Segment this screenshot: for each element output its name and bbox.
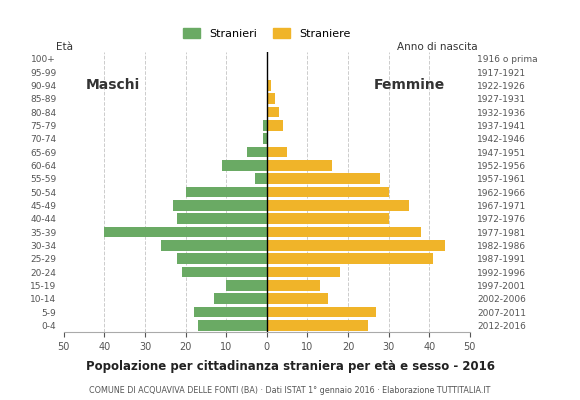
Text: Femmine: Femmine — [374, 78, 444, 92]
Bar — [267, 226, 421, 238]
Bar — [267, 280, 320, 291]
Bar — [267, 320, 368, 331]
Bar — [267, 253, 433, 264]
Text: Anno di nascita: Anno di nascita — [397, 42, 478, 52]
Bar — [267, 146, 287, 158]
Bar — [177, 253, 267, 264]
Bar — [267, 173, 380, 184]
Bar — [173, 200, 267, 211]
Bar — [267, 213, 389, 224]
Bar — [255, 173, 267, 184]
Bar — [186, 186, 267, 198]
Bar — [263, 133, 267, 144]
Bar — [267, 306, 376, 318]
Bar — [267, 120, 283, 131]
Bar — [104, 226, 267, 238]
Text: Maschi: Maschi — [85, 78, 140, 92]
Bar — [246, 146, 267, 158]
Bar — [267, 293, 328, 304]
Bar — [267, 93, 275, 104]
Legend: Stranieri, Straniere: Stranieri, Straniere — [179, 24, 355, 44]
Bar — [267, 266, 340, 278]
Text: Popolazione per cittadinanza straniera per età e sesso - 2016: Popolazione per cittadinanza straniera p… — [85, 360, 495, 373]
Bar — [194, 306, 267, 318]
Text: COMUNE DI ACQUAVIVA DELLE FONTI (BA) · Dati ISTAT 1° gennaio 2016 · Elaborazione: COMUNE DI ACQUAVIVA DELLE FONTI (BA) · D… — [89, 386, 491, 395]
Bar — [222, 160, 267, 171]
Bar — [226, 280, 267, 291]
Bar — [182, 266, 267, 278]
Bar — [267, 240, 445, 251]
Bar — [267, 160, 332, 171]
Bar — [161, 240, 267, 251]
Bar — [267, 200, 409, 211]
Bar — [214, 293, 267, 304]
Bar — [267, 80, 271, 91]
Bar — [267, 106, 279, 118]
Bar — [177, 213, 267, 224]
Bar — [263, 120, 267, 131]
Text: Età: Età — [56, 42, 72, 52]
Bar — [198, 320, 267, 331]
Bar — [267, 186, 389, 198]
